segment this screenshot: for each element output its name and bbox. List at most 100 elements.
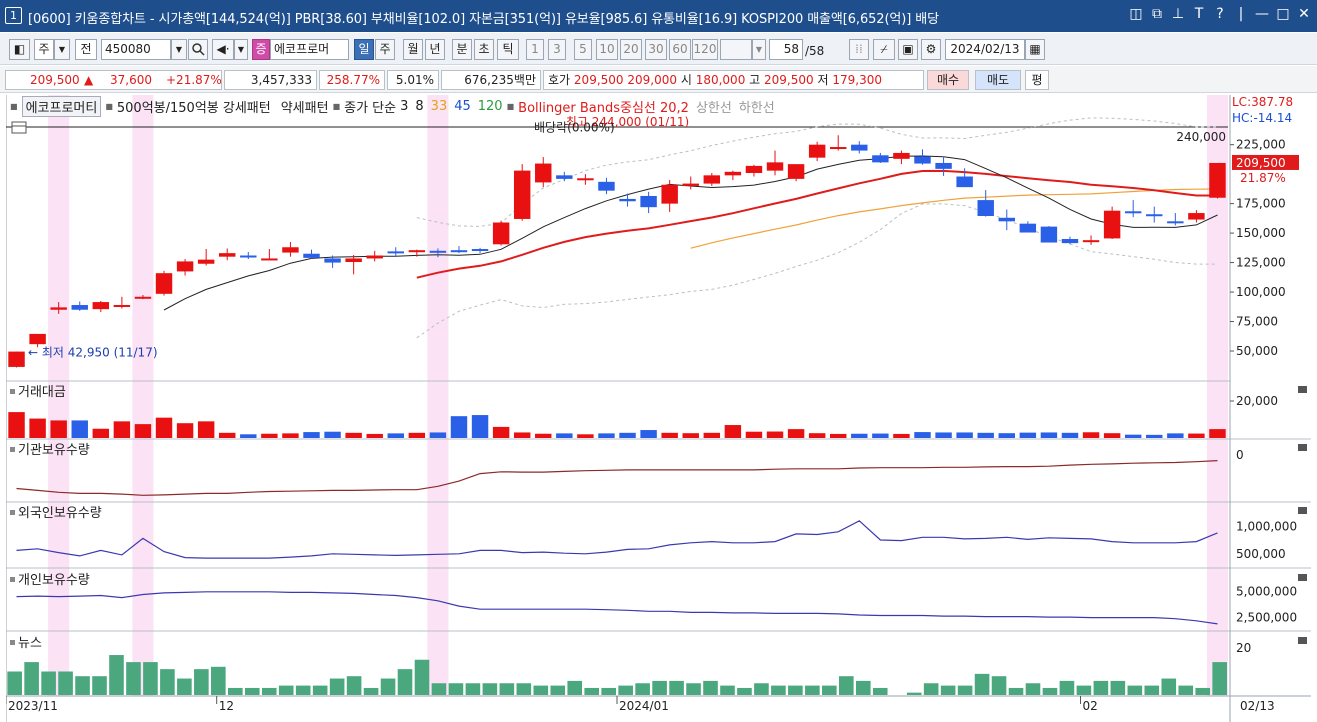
news-bar xyxy=(957,685,973,695)
volume-bar xyxy=(92,428,110,438)
volume-bar xyxy=(219,432,236,438)
gear-icon[interactable]: ⚙ xyxy=(921,39,941,60)
news-bar xyxy=(771,685,786,695)
news-bar xyxy=(872,687,888,695)
low-annotation: ← 최저 42,950 (11/17) xyxy=(28,345,158,359)
period-second-button[interactable]: 초 xyxy=(474,39,494,60)
hc-label: HC:-14.14 xyxy=(1232,111,1292,125)
news-bar xyxy=(940,685,956,695)
custom-interval-input[interactable] xyxy=(720,39,752,60)
news-bar xyxy=(855,680,871,695)
candle-body xyxy=(71,305,88,310)
volume-bar xyxy=(956,432,973,438)
price-tick-label: 75,000 xyxy=(1236,315,1278,329)
sound-icon[interactable]: ◀· xyxy=(212,39,234,60)
chart-area[interactable]: 240,000 ← 최저 42,950 (11/17) 최고 244,000 (01… xyxy=(5,95,1311,722)
period-minute-button[interactable]: 분 xyxy=(452,39,472,60)
interval-10-button[interactable]: 10 xyxy=(596,39,618,60)
candle-body xyxy=(661,184,678,204)
highlight-band-2 xyxy=(427,95,449,696)
news-bar xyxy=(1042,687,1058,695)
eval-button[interactable]: 평 xyxy=(1025,70,1049,90)
news-bar xyxy=(788,685,803,695)
news-bar xyxy=(618,685,633,695)
font-icon[interactable]: T xyxy=(1194,6,1204,22)
legend-item-ma120: 120 xyxy=(477,98,503,114)
news-bar xyxy=(1008,687,1024,695)
grid-icon[interactable]: ⁞⁞ xyxy=(849,39,869,60)
foreign-tick-label: 1,000,000 xyxy=(1236,519,1297,533)
legend-square-icon: ■ xyxy=(332,101,341,111)
institution-tick-label: 0 xyxy=(1236,448,1244,462)
period-day-button[interactable]: 일 xyxy=(354,39,374,60)
calendar-icon[interactable]: ▦ xyxy=(1025,39,1045,60)
candle-body xyxy=(113,305,131,308)
volume-bar xyxy=(8,412,25,438)
news-bar xyxy=(312,685,328,695)
buy-button[interactable]: 매수 xyxy=(927,70,969,90)
pin-icon[interactable]: ⊥ xyxy=(1171,6,1185,22)
panel-maximize-icon xyxy=(1298,444,1307,451)
layout-icon[interactable]: ◫ xyxy=(1129,6,1143,22)
interval-120-button[interactable]: 120 xyxy=(692,39,718,60)
news-bar xyxy=(448,683,464,695)
stock-code-input[interactable]: 450080 xyxy=(101,39,171,60)
interval-60-button[interactable]: 60 xyxy=(669,39,691,60)
minimize-icon[interactable]: — xyxy=(1255,6,1269,22)
sound-dropdown-icon[interactable]: ▼ xyxy=(234,39,248,60)
period-week-button[interactable]: 주 xyxy=(375,39,395,60)
candle-body xyxy=(766,162,784,171)
panel-square-icon xyxy=(10,577,15,582)
candle-body xyxy=(513,170,531,219)
interval-30-button[interactable]: 30 xyxy=(645,39,667,60)
prev-button[interactable]: 전 xyxy=(75,39,97,60)
period-tick-button[interactable]: 틱 xyxy=(497,39,519,60)
volume-bar xyxy=(1188,433,1205,438)
price-change: 37,600 xyxy=(110,73,152,87)
volume-bar xyxy=(766,431,784,438)
period-type-select[interactable]: 주 xyxy=(34,39,54,60)
bollinger-mid-line xyxy=(416,169,1218,279)
period-month-button[interactable]: 월 xyxy=(403,39,423,60)
stock-name-field[interactable]: 에코프로머 xyxy=(270,39,349,60)
sell-button[interactable]: 매도 xyxy=(975,70,1021,90)
interval-20-button[interactable]: 20 xyxy=(620,39,642,60)
price-tick-label: 125,000 xyxy=(1236,256,1286,270)
dividend-annotation: 배당락(0.00%) xyxy=(534,121,615,135)
save-icon[interactable]: ▣ xyxy=(898,39,918,60)
news-bar xyxy=(41,671,56,695)
interval-1-button[interactable]: 1 xyxy=(526,39,544,60)
panel-maximize-icon xyxy=(1298,637,1307,644)
news-bar xyxy=(7,671,22,695)
maximize-icon[interactable]: □ xyxy=(1276,6,1290,22)
low-price: 179,300 xyxy=(832,73,882,87)
news-bar xyxy=(431,683,447,695)
close-icon[interactable]: ✕ xyxy=(1298,6,1310,22)
count-input[interactable]: 58 xyxy=(769,39,803,60)
code-dropdown-icon[interactable]: ▼ xyxy=(171,39,187,60)
legend-item-lower: 하한선 xyxy=(738,100,775,116)
chevron-down-icon[interactable]: ▼ xyxy=(54,39,70,60)
copy-window-icon[interactable]: ⧉ xyxy=(1152,6,1162,22)
search-icon[interactable] xyxy=(188,39,208,60)
legend-stock-name[interactable]: 에코프로머티 xyxy=(21,95,102,117)
period-year-button[interactable]: 년 xyxy=(425,39,445,60)
chart-layout-icon[interactable]: ◧ xyxy=(9,39,30,60)
news-bar xyxy=(737,687,752,695)
volume-bar xyxy=(1082,432,1100,438)
help-icon[interactable]: ? xyxy=(1216,6,1224,22)
news-bar xyxy=(703,680,718,695)
volume-bar xyxy=(408,432,426,438)
chart-svg[interactable]: 240,000 ← 최저 42,950 (11/17) 최고 244,000 (01… xyxy=(5,95,1311,722)
custom-interval-dropdown-icon[interactable]: ▼ xyxy=(752,39,766,60)
candle-body xyxy=(366,255,383,259)
candle-body xyxy=(745,165,763,173)
date-input[interactable]: 2024/02/13 xyxy=(945,39,1025,60)
panel-square-icon xyxy=(10,447,15,452)
candle-body xyxy=(387,251,404,254)
panel-maximize-icon xyxy=(1298,574,1307,581)
interval-5-button[interactable]: 5 xyxy=(574,39,592,60)
interval-3-button[interactable]: 3 xyxy=(548,39,566,60)
crosshair-icon[interactable]: ⌿ xyxy=(873,39,895,60)
institution-holding-line xyxy=(16,460,1218,496)
